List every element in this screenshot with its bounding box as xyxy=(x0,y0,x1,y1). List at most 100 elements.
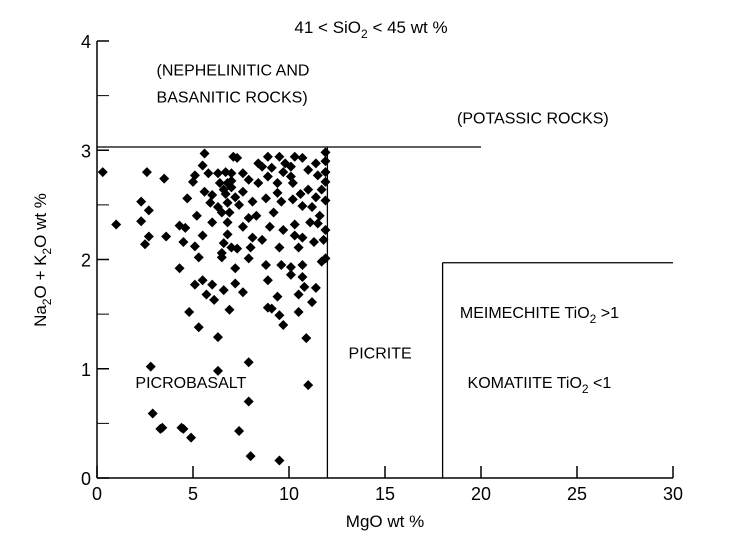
data-point xyxy=(207,217,218,228)
data-point xyxy=(136,196,147,207)
data-point xyxy=(245,242,256,253)
data-point xyxy=(159,173,170,184)
annotation-label: MEIMECHITE TiO2 >1 xyxy=(460,305,619,326)
data-point xyxy=(305,217,316,228)
data-point xyxy=(301,333,312,344)
annotation-label: (POTASSIC ROCKS) xyxy=(457,110,609,127)
text-part: PICRITE xyxy=(349,345,412,362)
data-point xyxy=(310,282,321,293)
data-point xyxy=(218,285,229,296)
data-point xyxy=(276,196,287,207)
data-point xyxy=(180,222,191,233)
data-point xyxy=(260,193,271,204)
text-part: O wt % xyxy=(31,193,50,248)
text-part: >1 xyxy=(596,305,619,322)
data-point xyxy=(230,278,241,289)
data-point xyxy=(136,216,147,227)
data-point xyxy=(310,158,321,169)
annotation-label: KOMATIITE TiO2 <1 xyxy=(468,375,612,396)
y-tick-label: 3 xyxy=(81,141,91,161)
x-tick-label: 30 xyxy=(663,484,683,504)
data-point xyxy=(293,289,304,300)
field-annotations: (NEPHELINITIC AND BASANITIC ROCKS) (POTASS… xyxy=(135,62,619,395)
data-point xyxy=(297,259,308,270)
annotation-label: (NEPHELINITIC AND xyxy=(157,62,310,79)
data-point xyxy=(197,275,208,286)
data-point xyxy=(316,184,327,195)
data-point xyxy=(178,423,189,434)
data-point xyxy=(197,230,208,241)
text-part: (NEPHELINITIC AND xyxy=(157,62,310,79)
x-tick-label: 25 xyxy=(567,484,587,504)
data-point xyxy=(297,152,308,163)
data-point xyxy=(184,306,195,317)
chart-title: 41 < SiO2 < 45 wt % xyxy=(294,18,447,41)
data-point xyxy=(287,178,298,189)
data-point xyxy=(214,178,225,189)
data-point xyxy=(297,232,308,243)
data-point xyxy=(226,242,237,253)
data-point xyxy=(237,168,248,179)
data-point xyxy=(191,210,202,221)
x-tick-label: 15 xyxy=(375,484,395,504)
x-tick-label: 5 xyxy=(188,484,198,504)
data-point xyxy=(303,184,314,195)
data-point xyxy=(174,263,185,274)
data-point xyxy=(228,151,239,162)
y-tick-label: 0 xyxy=(81,469,91,489)
data-point xyxy=(193,252,204,263)
data-point xyxy=(266,162,277,173)
data-point xyxy=(243,174,254,185)
data-point xyxy=(307,297,318,308)
data-point xyxy=(278,225,289,236)
annotation-label: PICRITE xyxy=(349,345,412,362)
data-point xyxy=(97,167,108,178)
data-point xyxy=(262,275,273,286)
y-axis-label: Na2O + K2O wt % xyxy=(31,193,54,327)
data-point xyxy=(293,242,304,253)
data-point xyxy=(289,219,300,230)
text-part: PICROBASALT xyxy=(135,375,246,392)
x-axis-label: MgO wt % xyxy=(346,512,424,531)
data-point xyxy=(203,168,214,179)
text-part: Na xyxy=(31,305,50,327)
data-point xyxy=(297,271,308,282)
data-point xyxy=(143,205,154,216)
data-point xyxy=(253,178,264,189)
data-point xyxy=(243,253,254,264)
data-point xyxy=(226,182,237,193)
text-part: O + K xyxy=(31,254,50,299)
data-point xyxy=(226,168,237,179)
data-point xyxy=(188,176,198,187)
data-point xyxy=(285,269,296,280)
data-point xyxy=(222,229,233,240)
data-point xyxy=(320,176,331,187)
data-point xyxy=(260,259,271,270)
data-point xyxy=(201,289,212,300)
data-point xyxy=(199,148,210,159)
data-point xyxy=(209,294,220,305)
annotation-label: PICROBASALT xyxy=(135,375,246,392)
subscript: 2 xyxy=(582,382,589,396)
data-point xyxy=(264,221,275,232)
data-point xyxy=(199,186,210,197)
subscript: 2 xyxy=(40,248,54,255)
data-point xyxy=(234,426,245,437)
data-point xyxy=(310,192,321,203)
data-point xyxy=(178,237,189,248)
y-tick-label: 2 xyxy=(81,251,91,271)
data-points xyxy=(97,147,331,466)
subscript: 2 xyxy=(40,298,54,305)
data-point xyxy=(257,161,268,172)
data-point xyxy=(274,151,285,162)
data-point xyxy=(266,303,277,314)
data-point xyxy=(212,365,223,376)
data-point xyxy=(297,200,308,211)
data-point xyxy=(262,151,273,162)
data-point xyxy=(218,238,229,249)
data-point xyxy=(224,207,235,218)
data-point xyxy=(318,234,329,245)
data-point xyxy=(157,422,168,433)
data-point xyxy=(272,187,283,198)
data-point xyxy=(247,196,258,207)
